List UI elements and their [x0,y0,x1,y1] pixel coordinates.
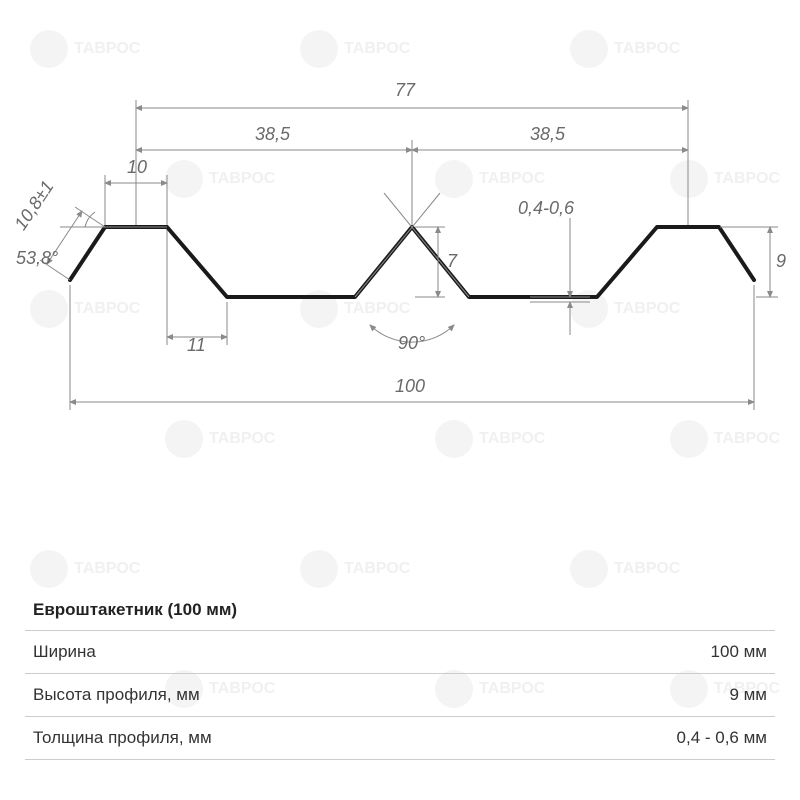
dim-thickness [530,218,590,335]
spec-title: Евроштакетник (100 мм) [25,590,775,631]
label-thickness: 0,4-0,6 [518,198,574,219]
spec-label: Ширина [33,642,96,662]
label-flat-top: 10 [127,157,147,178]
dim-profile-height [720,227,778,297]
spec-row: Ширина 100 мм [25,631,775,674]
spec-row: Высота профиля, мм 9 мм [25,674,775,717]
spec-label: Толщина профиля, мм [33,728,212,748]
label-center-height: 7 [447,251,457,272]
watermark: ТАВРОС [570,550,680,588]
label-top-span: 77 [395,80,415,101]
spec-value: 9 мм [729,685,767,705]
spec-label: Высота профиля, мм [33,685,200,705]
label-half-left: 38,5 [255,124,290,145]
profile-line [70,227,754,297]
label-half-right: 38,5 [530,124,565,145]
spec-value: 100 мм [711,642,767,662]
label-profile-height: 9 [776,251,786,272]
spec-table: Евроштакетник (100 мм) Ширина 100 мм Выс… [25,590,775,760]
profile-diagram [0,0,800,500]
label-total-width: 100 [395,376,425,397]
spec-value: 0,4 - 0,6 мм [677,728,767,748]
label-center-angle: 90° [398,333,425,354]
dim-half-spans [136,140,688,225]
label-edge-angle: 53,8° [16,248,58,269]
spec-row: Толщина профиля, мм 0,4 - 0,6 мм [25,717,775,760]
watermark: ТАВРОС [300,550,410,588]
watermark: ТАВРОС [30,550,140,588]
label-base-flat: 11 [187,335,206,356]
